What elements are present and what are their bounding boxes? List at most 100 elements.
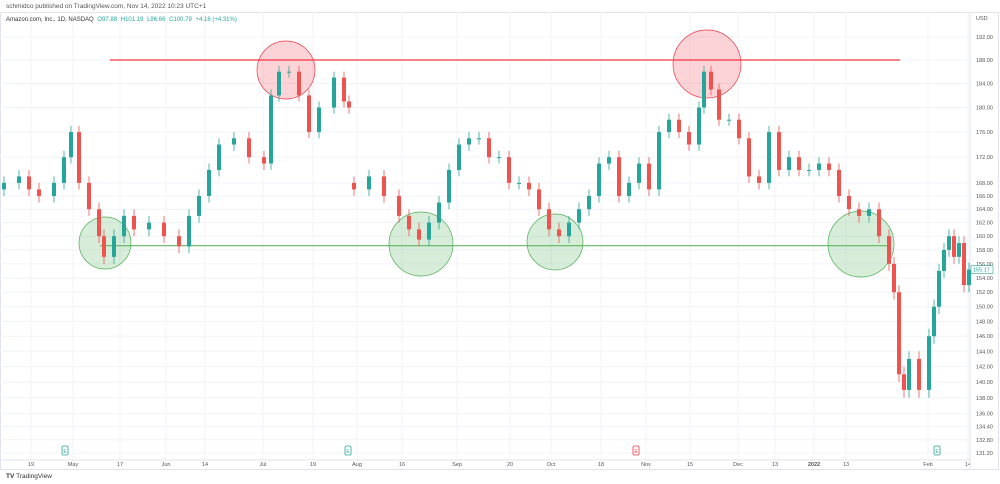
symbol-name: Amazon.com, Inc., 1D, NASDAQ [6, 17, 94, 23]
candle-body [247, 138, 251, 158]
candle-body [607, 157, 611, 164]
candle-body [467, 138, 471, 145]
candle-body [287, 71, 291, 73]
y-tick-label: 156.00 [976, 262, 993, 268]
candle-body [797, 157, 801, 170]
support-circle [388, 211, 454, 277]
candle-body [122, 215, 126, 237]
candle-body [727, 119, 731, 121]
change-value: +4.16 (+4.31%) [195, 17, 237, 23]
candle-body [667, 119, 671, 133]
candle-body [767, 132, 771, 183]
candle-body [702, 71, 706, 108]
candle-body [957, 243, 961, 257]
candle-body [97, 209, 101, 237]
y-tick-label: 148.00 [976, 319, 993, 325]
earnings-marker[interactable] [344, 445, 352, 456]
candle-body [262, 157, 266, 164]
candle-body [647, 163, 651, 190]
candle-body [897, 292, 901, 375]
candle-body [477, 138, 481, 140]
candle-body [457, 144, 461, 170]
candle-body [967, 269, 971, 286]
y-tick-label: 132.80 [976, 438, 993, 444]
candle-body [587, 195, 591, 210]
x-tick-label: Sep [452, 462, 462, 468]
candle-body [352, 182, 356, 190]
y-tick-label: 146.00 [976, 334, 993, 340]
candle-body [112, 236, 116, 257]
candle-body [942, 249, 946, 271]
candle-body [347, 101, 351, 108]
candle-body [37, 189, 41, 196]
candle-body [269, 95, 273, 164]
candle-body [627, 182, 631, 196]
symbol-legend: Amazon.com, Inc., 1D, NASDAQ O97.88 H101… [6, 17, 237, 23]
candle-body [737, 119, 741, 139]
x-tick-label: 19 [310, 462, 316, 468]
candle-body [407, 215, 411, 230]
candle-body [887, 236, 891, 264]
x-tick-label: Oct [547, 462, 556, 468]
earnings-marker[interactable] [632, 445, 640, 456]
currency-label: USD [976, 16, 988, 22]
low-value: L96.66 [147, 17, 166, 23]
chart-frame [0, 12, 999, 470]
candle-body [27, 176, 31, 190]
candle-body [757, 176, 761, 183]
x-tick-label: 20 [507, 462, 513, 468]
resistance-circle [256, 40, 316, 100]
y-tick-label: 176.00 [976, 130, 993, 136]
candle-body [87, 182, 91, 210]
resistance-circle [672, 29, 742, 99]
candle-body [952, 236, 956, 257]
candle-body [162, 222, 166, 237]
candle-body [382, 176, 386, 196]
candle-body [657, 132, 661, 190]
y-tick-label: 134.40 [976, 425, 993, 431]
candle-body [932, 306, 936, 337]
published-caption: schmidco published on TradingView.com, N… [6, 3, 207, 10]
y-tick-label: 140.00 [976, 380, 993, 386]
y-tick-label: 164.00 [976, 207, 993, 213]
candle-body [777, 132, 781, 170]
x-tick-label: Dec [733, 462, 743, 468]
y-tick-label: 150.00 [976, 305, 993, 311]
y-tick-label: 160.00 [976, 234, 993, 240]
y-tick-label: 142.00 [976, 365, 993, 371]
x-tick-label: 2022 [808, 462, 820, 468]
tradingview-logo[interactable]: TV TradingView [6, 473, 52, 480]
candle-body [577, 209, 581, 223]
x-tick-label: 18 [598, 462, 604, 468]
candle-body [367, 176, 371, 190]
y-tick-label: 180.00 [976, 106, 993, 112]
candle-body [197, 195, 201, 216]
candle-body [62, 157, 66, 183]
candle-body [892, 263, 896, 293]
y-tick-label: 168.00 [976, 181, 993, 187]
y-tick-label: 172.00 [976, 155, 993, 161]
candle-body [697, 107, 701, 145]
support-circle [526, 213, 584, 271]
candle-body [207, 169, 211, 196]
candle-body [787, 157, 791, 170]
x-tick-label: May [68, 462, 79, 468]
candle-body [687, 132, 691, 145]
candle-body [447, 169, 451, 203]
support-circle [827, 210, 895, 278]
earnings-marker[interactable] [61, 445, 69, 456]
x-tick-label: Aug [352, 462, 362, 468]
candle-body [677, 119, 681, 133]
candle-body [427, 222, 431, 240]
candle-body [747, 138, 751, 177]
candle-body [102, 236, 106, 257]
x-tick-label: 16 [399, 462, 405, 468]
y-tick-label: 166.00 [976, 194, 993, 200]
earnings-marker[interactable] [933, 445, 941, 456]
candle-body [709, 71, 713, 90]
candle-body [537, 189, 541, 210]
x-tick-label: 13 [772, 462, 778, 468]
candle-body [837, 169, 841, 196]
candle-body [132, 215, 136, 230]
